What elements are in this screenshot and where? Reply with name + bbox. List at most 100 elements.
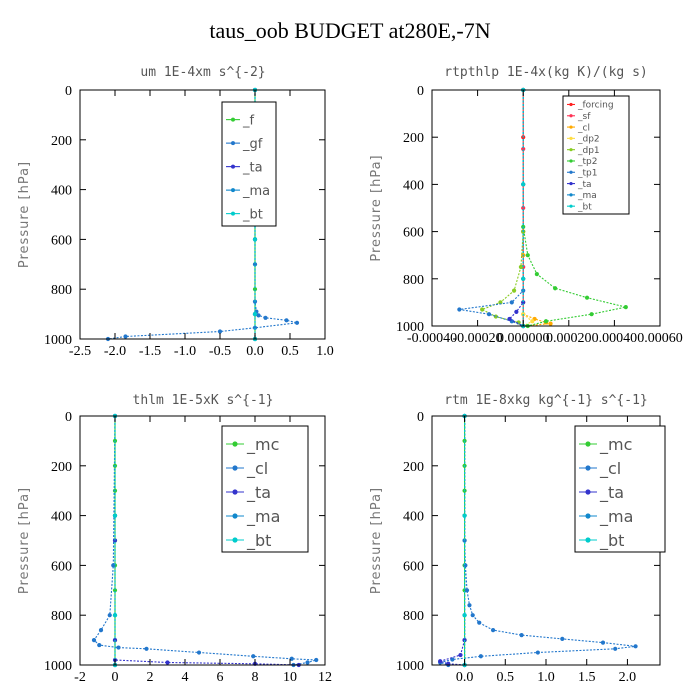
- data-point: [252, 237, 258, 242]
- legend-marker: [231, 164, 235, 169]
- data-point: [116, 645, 121, 650]
- data-point: [217, 329, 223, 334]
- data-point: [498, 300, 503, 305]
- data-point: [464, 588, 470, 593]
- data-point: [289, 656, 294, 661]
- x-tick-label: -2.0: [104, 344, 126, 359]
- data-point: [462, 613, 467, 618]
- data-point: [305, 660, 310, 665]
- data-point: [251, 654, 256, 659]
- legend-label: _cl: [577, 123, 590, 133]
- y-tick-label: 600: [403, 559, 424, 574]
- y-tick-label: 600: [51, 559, 72, 574]
- y-tick-label: 800: [51, 609, 72, 624]
- series-line-ta: [438, 416, 466, 666]
- data-point: [534, 271, 539, 277]
- chart-title: thlm 1E-5xK s^{-1}: [133, 393, 274, 408]
- data-point: [521, 182, 526, 187]
- legend-marker: [232, 465, 238, 471]
- x-tick-label: 2.0: [619, 670, 637, 685]
- x-tick-label: 0.00040: [592, 331, 638, 346]
- data-point: [519, 633, 524, 638]
- chart-panel-4: rtm 1E-8xkg kg^{-1} s^{-1} Pressure [hPa]…: [369, 393, 666, 685]
- chart-title: rtm 1E-8xkg kg^{-1} s^{-1}: [444, 393, 648, 408]
- y-tick-label: 200: [403, 460, 424, 475]
- data-point: [633, 644, 638, 649]
- x-tick-label: 2: [147, 670, 154, 685]
- x-tick-label: 0.00060: [637, 331, 683, 346]
- legend-label: _f: [242, 113, 255, 128]
- data-point: [490, 628, 496, 633]
- legend-marker: [569, 114, 573, 118]
- x-tick-label: -0.00040: [407, 331, 457, 346]
- x-tick-label: -0.5: [209, 344, 231, 359]
- legend-label: _ma: [577, 191, 597, 201]
- legend-label: _tp1: [577, 169, 597, 179]
- legend-label: _dp1: [577, 146, 600, 156]
- data-point: [477, 620, 482, 625]
- plot-frame: [79, 89, 326, 340]
- legend-marker: [569, 102, 573, 107]
- y-tick-label: 600: [403, 226, 424, 241]
- chart-title: rtpthlp 1E-4x(kg K)/(kg s): [444, 65, 648, 80]
- data-point: [91, 638, 97, 643]
- y-axis-label: Pressure [hPa]: [17, 487, 32, 594]
- plot-frame: [431, 89, 661, 327]
- data-point: [256, 313, 261, 318]
- data-point: [486, 312, 492, 317]
- data-point: [521, 300, 526, 305]
- y-axis-label: Pressure [hPa]: [17, 161, 32, 268]
- data-point: [458, 652, 463, 658]
- data-point: [589, 312, 594, 317]
- x-tick-label: 0.0: [456, 670, 474, 685]
- x-tick-label: 0.000000: [497, 331, 550, 346]
- legend-marker: [232, 441, 238, 447]
- data-point: [507, 316, 512, 322]
- data-point: [165, 660, 170, 665]
- legend-label: _bt: [599, 531, 624, 551]
- data-point: [553, 286, 558, 291]
- chart-panel-2: rtpthlp 1E-4x(kg K)/(kg s) Pressure [hPa]…: [369, 65, 683, 346]
- legend-marker: [569, 148, 573, 152]
- data-point: [613, 646, 618, 651]
- y-tick-label: 200: [51, 460, 72, 475]
- legend-label: _dp2: [577, 135, 600, 145]
- legend-label: _bt: [242, 207, 263, 222]
- x-tick-label: -1.0: [174, 344, 196, 359]
- y-tick-label: 1000: [44, 333, 72, 348]
- plot-frame: [79, 415, 326, 666]
- legend-marker: [232, 537, 238, 543]
- y-tick-label: 1000: [396, 320, 424, 335]
- x-tick-label: 0.0: [246, 344, 264, 359]
- legend-marker: [569, 170, 573, 174]
- x-tick-label: 8: [252, 670, 259, 685]
- series-line-dp1: [480, 231, 524, 327]
- y-tick-label: 800: [403, 273, 424, 288]
- y-tick-label: 1000: [396, 659, 424, 674]
- data-point: [252, 325, 258, 330]
- series-line-tp2: [522, 226, 626, 327]
- legend-marker: [231, 188, 235, 193]
- x-tick-label: 0.00020: [546, 331, 592, 346]
- data-point: [144, 646, 149, 651]
- x-tick-label: -2: [74, 670, 86, 685]
- x-tick-label: 0.5: [281, 344, 299, 359]
- data-point: [252, 312, 258, 317]
- legend: _mc _cl _ta _ma _bt: [221, 425, 309, 553]
- data-point: [535, 650, 540, 655]
- legend-marker: [231, 141, 235, 146]
- y-tick-label: 400: [51, 510, 72, 525]
- legend-marker: [585, 489, 591, 495]
- data-point: [514, 309, 519, 314]
- data-point: [263, 315, 268, 320]
- x-tick-label: -0.00020: [453, 331, 503, 346]
- data-point: [521, 205, 526, 211]
- x-tick-label: -1.5: [139, 344, 161, 359]
- y-axis-label: Pressure [hPa]: [369, 154, 384, 261]
- data-point: [314, 657, 319, 663]
- data-point: [509, 300, 514, 305]
- legend-box: [221, 425, 309, 553]
- y-tick-label: 800: [403, 609, 424, 624]
- x-tick-label: 12: [318, 670, 332, 685]
- legend-label: _ta: [599, 483, 624, 503]
